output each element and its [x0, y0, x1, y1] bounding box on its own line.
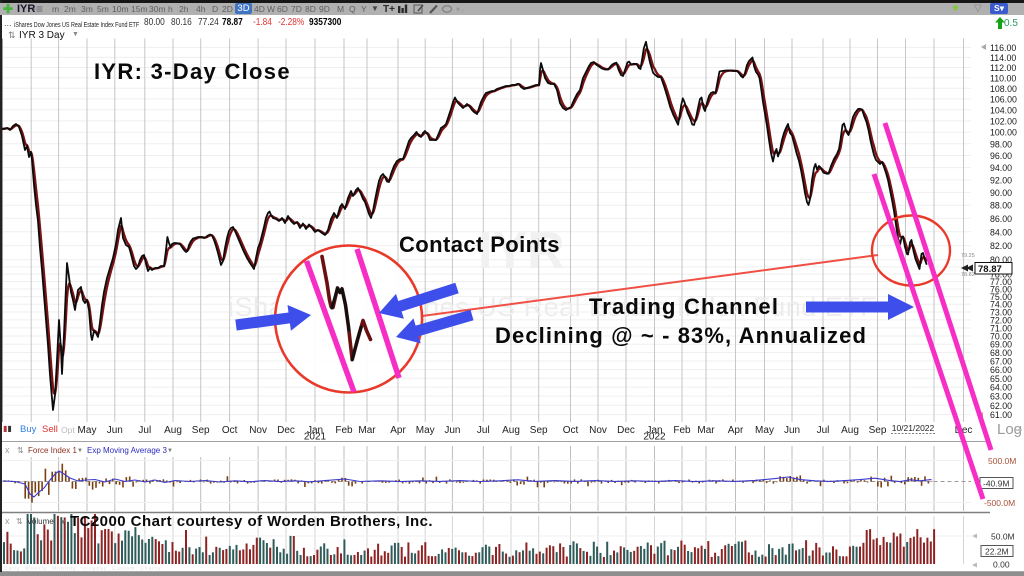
svg-text:50.0M: 50.0M — [991, 532, 1015, 542]
svg-text:Apr: Apr — [390, 425, 406, 436]
svg-text:Apr: Apr — [728, 425, 744, 436]
svg-text:Dec: Dec — [617, 425, 635, 436]
svg-text:May: May — [755, 425, 774, 436]
svg-text:2021: 2021 — [304, 432, 327, 443]
svg-text:Nov: Nov — [589, 425, 607, 436]
svg-text:Jun: Jun — [784, 425, 800, 436]
svg-text:66.00: 66.00 — [990, 365, 1012, 375]
svg-text:80.00: 80.00 — [990, 255, 1012, 265]
svg-text:Jan: Jan — [307, 425, 323, 436]
svg-text:Aug: Aug — [841, 425, 859, 436]
svg-text:Sep: Sep — [530, 425, 548, 436]
svg-text:Declining @ ~ - 83%, Annualize: Declining @ ~ - 83%, Annualized — [495, 323, 867, 348]
svg-text:78.87: 78.87 — [978, 264, 1002, 275]
svg-text:68.00: 68.00 — [990, 348, 1012, 358]
svg-text:78.82: 78.82 — [961, 272, 975, 278]
svg-text:0.00: 0.00 — [993, 560, 1010, 570]
svg-text:75.00: 75.00 — [990, 292, 1012, 302]
svg-text:Oct: Oct — [222, 425, 238, 436]
svg-text:T+: T+ — [383, 4, 395, 15]
svg-text:84.00: 84.00 — [990, 227, 1012, 237]
svg-text:Jul: Jul — [477, 425, 490, 436]
svg-text:63.00: 63.00 — [990, 392, 1012, 402]
svg-text:500.0M: 500.0M — [988, 456, 1016, 466]
svg-text:Nov: Nov — [249, 425, 267, 436]
svg-text:Jul: Jul — [138, 425, 151, 436]
svg-text:Oct: Oct — [563, 425, 579, 436]
svg-text:Mar: Mar — [358, 425, 376, 436]
svg-text:88.00: 88.00 — [990, 201, 1012, 211]
svg-text:61.00: 61.00 — [990, 410, 1012, 420]
svg-text:114.00: 114.00 — [990, 53, 1016, 63]
svg-text:Jan: Jan — [646, 425, 662, 436]
svg-text:10/21/2022: 10/21/2022 — [892, 423, 935, 433]
svg-text:92.00: 92.00 — [990, 175, 1012, 185]
svg-text:71.00: 71.00 — [990, 323, 1012, 333]
svg-text:Aug: Aug — [164, 425, 182, 436]
svg-text:IYR: 3-Day Close: IYR: 3-Day Close — [94, 59, 291, 84]
svg-text:Feb: Feb — [335, 425, 353, 436]
svg-text:70.00: 70.00 — [990, 332, 1012, 342]
svg-text:102.00: 102.00 — [990, 116, 1017, 126]
svg-text:116.00: 116.00 — [990, 43, 1016, 53]
svg-text:100.00: 100.00 — [990, 128, 1017, 138]
svg-text:62.00: 62.00 — [990, 401, 1012, 411]
svg-text:Jul: Jul — [817, 425, 830, 436]
svg-text:72.00: 72.00 — [990, 315, 1012, 325]
svg-text:Log: Log — [997, 421, 1022, 438]
svg-text:106.00: 106.00 — [990, 94, 1017, 104]
svg-text:Jun: Jun — [444, 425, 460, 436]
svg-text:Mar: Mar — [697, 425, 715, 436]
svg-text:Trading Channel: Trading Channel — [589, 294, 779, 319]
svg-text:65.00: 65.00 — [990, 374, 1012, 384]
svg-text:May: May — [416, 425, 435, 436]
svg-text:Sep: Sep — [192, 425, 210, 436]
svg-text:112.00: 112.00 — [990, 63, 1016, 73]
svg-text:-500.0M: -500.0M — [984, 498, 1015, 508]
svg-text:64.00: 64.00 — [990, 383, 1012, 393]
svg-text:96.00: 96.00 — [990, 151, 1012, 161]
svg-text:2022: 2022 — [643, 432, 666, 443]
svg-text:Feb: Feb — [673, 425, 691, 436]
svg-text:73.00: 73.00 — [990, 308, 1012, 318]
svg-text:22.2M: 22.2M — [985, 547, 1009, 557]
svg-text:94.00: 94.00 — [990, 163, 1012, 173]
svg-text:110.00: 110.00 — [990, 73, 1016, 83]
svg-text:67.00: 67.00 — [990, 357, 1012, 367]
svg-text:Contact Points: Contact Points — [399, 232, 560, 257]
svg-text:Dec: Dec — [955, 425, 973, 436]
svg-text:90.00: 90.00 — [990, 188, 1012, 198]
svg-text:79.25: 79.25 — [961, 253, 975, 259]
svg-text:Aug: Aug — [502, 425, 520, 436]
svg-text:74.00: 74.00 — [990, 300, 1012, 310]
svg-text:69.00: 69.00 — [990, 340, 1012, 350]
svg-text:Jun: Jun — [107, 425, 123, 436]
svg-text:IYR: IYR — [478, 222, 565, 280]
svg-text:-40.9M: -40.9M — [983, 479, 1009, 489]
svg-text:108.00: 108.00 — [990, 84, 1017, 94]
svg-text:98.00: 98.00 — [990, 139, 1012, 149]
svg-text:77.00: 77.00 — [990, 277, 1012, 287]
svg-text:86.00: 86.00 — [990, 214, 1012, 224]
svg-text:76.00: 76.00 — [990, 285, 1012, 295]
svg-text:82.00: 82.00 — [990, 241, 1012, 251]
svg-text:Dec: Dec — [277, 425, 295, 436]
svg-text:May: May — [78, 425, 97, 436]
svg-text:78.00: 78.00 — [990, 270, 1012, 280]
svg-text:Sep: Sep — [869, 425, 887, 436]
svg-text:104.00: 104.00 — [990, 105, 1017, 115]
